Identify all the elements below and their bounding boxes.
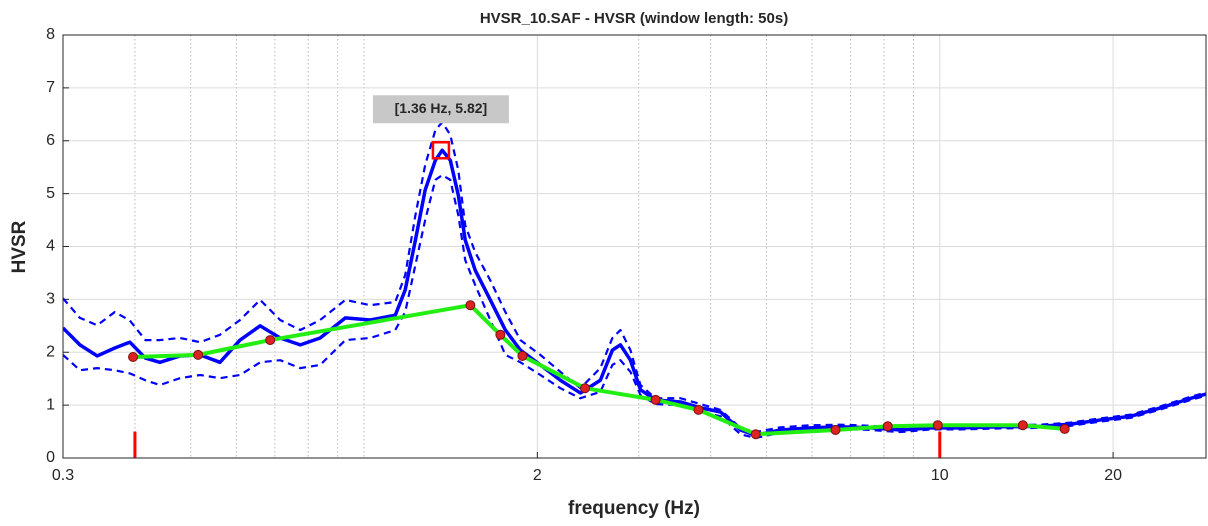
data-point [465, 300, 476, 311]
data-point [750, 429, 761, 440]
chart-title: HVSR_10.SAF - HVSR (window length: 50s) [480, 10, 788, 27]
x-tick-label: 0.3 [52, 467, 74, 484]
data-point [128, 352, 139, 363]
x-tick-label: 20 [1104, 467, 1122, 484]
annotation-box [372, 95, 509, 124]
data-point [193, 349, 204, 360]
y-tick-label: 7 [46, 79, 55, 96]
data-point [830, 424, 841, 435]
data-point [1059, 423, 1070, 434]
y-tick-label: 0 [46, 449, 55, 466]
y-tick-label: 2 [46, 343, 55, 360]
y-tick-label: 6 [46, 132, 55, 149]
data-point [1017, 420, 1028, 431]
plot-frame [62, 34, 1207, 459]
y-tick-label: 3 [46, 291, 55, 308]
data-point [882, 421, 893, 432]
plot-content [63, 121, 1206, 458]
y-tick-label: 5 [46, 185, 55, 202]
y-tick-label: 8 [46, 26, 55, 43]
x-tick-label: 10 [931, 467, 949, 484]
data-line [63, 174, 1206, 440]
x-axis-label: frequency (Hz) [568, 498, 700, 519]
peak-marker [431, 141, 451, 160]
data-point [580, 383, 591, 394]
y-tick-label: 1 [46, 396, 55, 413]
y-axis-label: HVSR [9, 220, 30, 273]
data-point [517, 350, 528, 361]
data-point [650, 394, 661, 405]
data-point [265, 335, 276, 346]
data-point [495, 329, 506, 340]
y-tick-label: 4 [46, 238, 55, 255]
data-point [693, 404, 704, 415]
x-tick-label: 2 [533, 467, 542, 484]
data-point [932, 420, 943, 431]
annotation-text: [1.36 Hz, 5.82] [395, 100, 488, 116]
